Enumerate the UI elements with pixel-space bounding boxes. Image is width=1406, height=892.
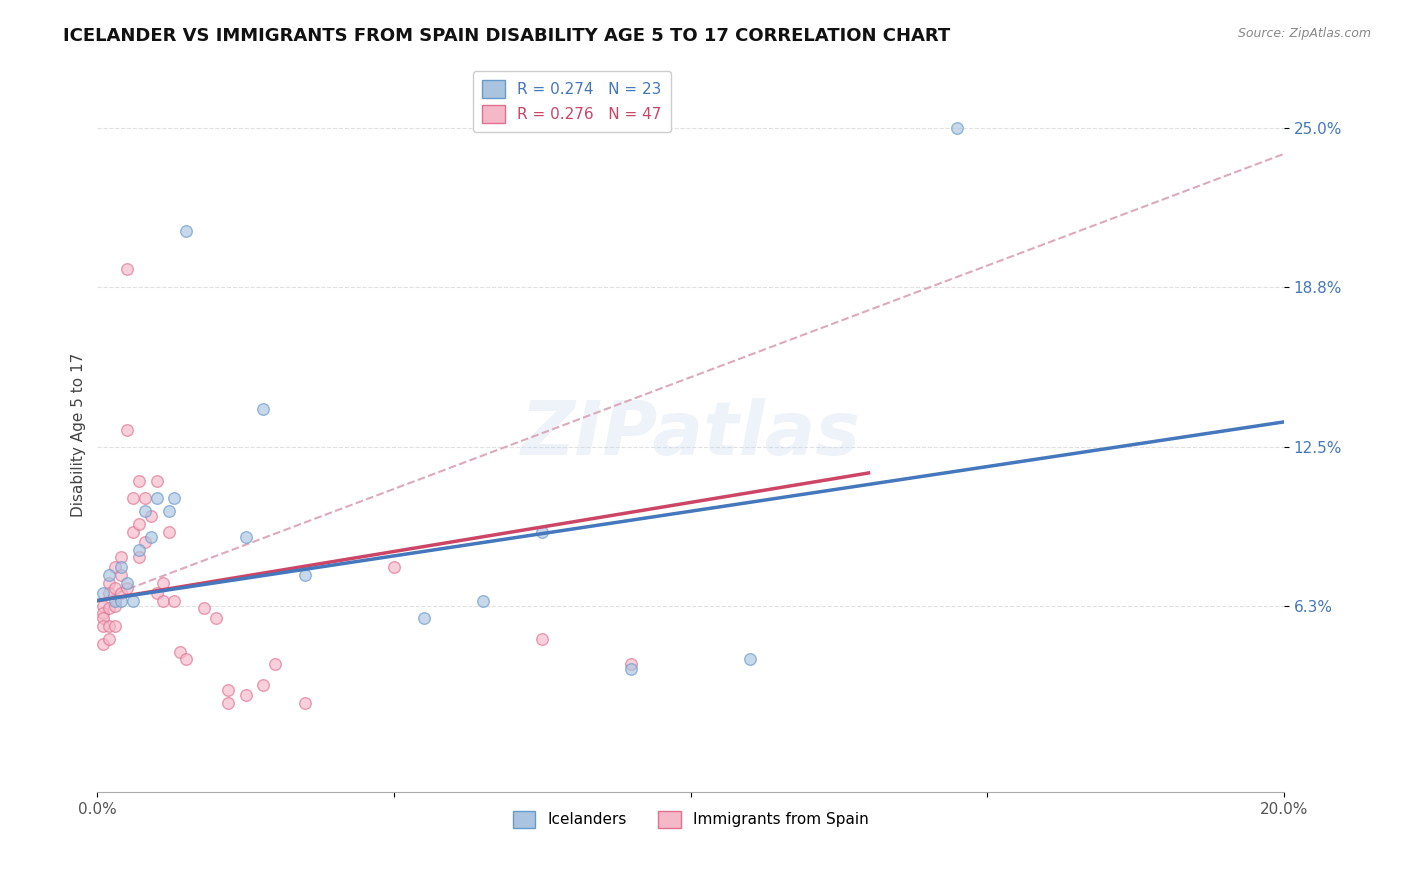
Point	[128, 516, 150, 531]
Point	[98, 619, 121, 633]
Point	[98, 586, 121, 600]
Point	[104, 619, 127, 633]
Point	[91, 611, 114, 625]
Point	[98, 632, 121, 646]
Point	[235, 688, 257, 702]
Point	[128, 542, 150, 557]
Point	[157, 504, 180, 518]
Point	[531, 632, 554, 646]
Point	[122, 524, 145, 539]
Point	[531, 524, 554, 539]
Point	[134, 491, 156, 506]
Point	[152, 575, 174, 590]
Point	[217, 696, 239, 710]
Point	[163, 491, 186, 506]
Point	[110, 550, 132, 565]
Point	[176, 223, 198, 237]
Point	[91, 586, 114, 600]
Point	[110, 560, 132, 574]
Point	[110, 593, 132, 607]
Point	[145, 474, 167, 488]
Point	[294, 568, 316, 582]
Point	[235, 530, 257, 544]
Point	[176, 652, 198, 666]
Point	[91, 607, 114, 621]
Point	[145, 586, 167, 600]
Point	[104, 593, 127, 607]
Point	[738, 652, 761, 666]
Point	[620, 657, 643, 672]
Point	[104, 599, 127, 613]
Point	[115, 581, 138, 595]
Point	[382, 560, 405, 574]
Text: Source: ZipAtlas.com: Source: ZipAtlas.com	[1237, 27, 1371, 40]
Point	[471, 593, 494, 607]
Point	[110, 568, 132, 582]
Point	[205, 611, 228, 625]
Point	[128, 550, 150, 565]
Point	[122, 491, 145, 506]
Point	[122, 593, 145, 607]
Point	[152, 593, 174, 607]
Point	[217, 682, 239, 697]
Point	[115, 423, 138, 437]
Point	[264, 657, 287, 672]
Point	[157, 524, 180, 539]
Point	[98, 568, 121, 582]
Point	[134, 534, 156, 549]
Y-axis label: Disability Age 5 to 17: Disability Age 5 to 17	[72, 352, 86, 516]
Point	[115, 575, 138, 590]
Point	[163, 593, 186, 607]
Point	[98, 575, 121, 590]
Point	[252, 678, 274, 692]
Point	[104, 560, 127, 574]
Point	[294, 696, 316, 710]
Point	[412, 611, 434, 625]
Point	[139, 509, 162, 524]
Point	[128, 474, 150, 488]
Text: ICELANDER VS IMMIGRANTS FROM SPAIN DISABILITY AGE 5 TO 17 CORRELATION CHART: ICELANDER VS IMMIGRANTS FROM SPAIN DISAB…	[63, 27, 950, 45]
Point	[91, 619, 114, 633]
Point	[91, 637, 114, 651]
Point	[139, 530, 162, 544]
Text: ZIPatlas: ZIPatlas	[520, 398, 860, 471]
Point	[115, 261, 138, 276]
Point	[169, 645, 191, 659]
Point	[110, 586, 132, 600]
Point	[193, 601, 215, 615]
Point	[91, 599, 114, 613]
Point	[946, 121, 969, 136]
Point	[252, 402, 274, 417]
Point	[134, 504, 156, 518]
Point	[98, 601, 121, 615]
Point	[620, 663, 643, 677]
Legend: Icelanders, Immigrants from Spain: Icelanders, Immigrants from Spain	[506, 805, 875, 834]
Point	[104, 581, 127, 595]
Point	[145, 491, 167, 506]
